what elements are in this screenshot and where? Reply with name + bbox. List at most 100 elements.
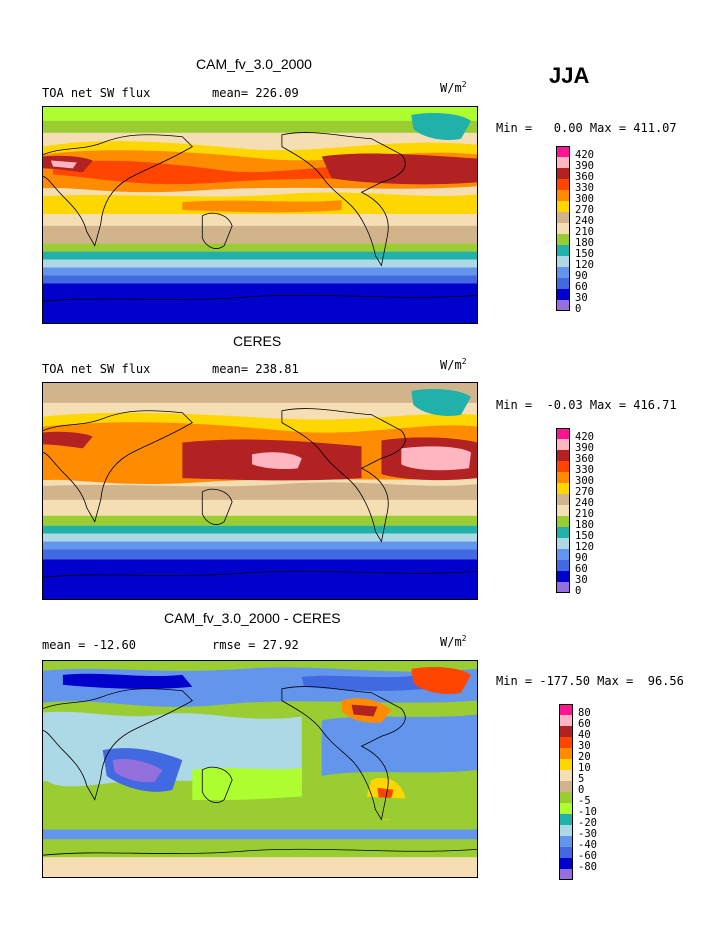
- legend-level-label: 90: [575, 552, 588, 564]
- legend-swatch: [556, 179, 570, 190]
- legend-swatch: [556, 223, 570, 234]
- legend-level-label: 210: [575, 508, 594, 520]
- legend-level-label: 300: [575, 193, 594, 205]
- legend-swatch: [556, 256, 570, 267]
- legend-swatch: [559, 770, 573, 781]
- panel-units-diff: W/m2: [440, 634, 467, 649]
- legend-swatch: [559, 869, 573, 880]
- legend-swatch: [556, 483, 570, 494]
- legend-level-label: 60: [578, 718, 591, 730]
- legend-swatch: [556, 157, 570, 168]
- legend-level-label: 420: [575, 149, 594, 161]
- legend-swatch: [556, 538, 570, 549]
- panel-left-label-obs: TOA net SW flux: [42, 362, 151, 376]
- legend-swatch: [556, 245, 570, 256]
- legend-level-label: 270: [575, 486, 594, 498]
- panel-mean-obs: mean= 238.81: [212, 362, 299, 376]
- legend-swatch: [559, 803, 573, 814]
- legend-level-label: 90: [575, 270, 588, 282]
- legend-swatch: [559, 836, 573, 847]
- legend-level-label: 30: [575, 574, 588, 586]
- legend-level-label: 390: [575, 160, 594, 172]
- legend-level-label: 5: [578, 773, 585, 785]
- legend-swatch: [559, 781, 573, 792]
- legend-level-label: -80: [578, 861, 597, 873]
- panel-left-label-model: TOA net SW flux: [42, 86, 151, 100]
- panel-units-obs: W/m2: [440, 357, 467, 372]
- panel-title-obs: CERES: [233, 333, 282, 349]
- legend-swatch: [556, 212, 570, 223]
- legend-swatch: [556, 450, 570, 461]
- legend-swatch: [556, 146, 570, 157]
- legend-swatch: [556, 549, 570, 560]
- legend-level-label: 180: [575, 237, 594, 249]
- legend-level-label: -60: [578, 850, 597, 862]
- legend-level-label: -5: [578, 795, 591, 807]
- legend-level-label: 240: [575, 497, 594, 509]
- legend-swatch: [556, 289, 570, 300]
- legend-level-label: 420: [575, 431, 594, 443]
- panel-title-model: CAM_fv_3.0_2000: [196, 56, 312, 72]
- season-label: JJA: [549, 63, 590, 88]
- legend-swatch: [556, 527, 570, 538]
- legend-level-label: 150: [575, 248, 594, 260]
- legend-model-labels: 420 390 360 330 300 270 240 210 180 150 120 90 60 30 0: [575, 150, 594, 315]
- legend-swatch: [559, 748, 573, 759]
- map-diff-field: [43, 661, 477, 877]
- legend-swatch: [559, 792, 573, 803]
- map-obs: [42, 382, 478, 600]
- legend-level-label: 40: [578, 729, 591, 741]
- legend-level-label: 0: [575, 303, 582, 315]
- map-model-field: [43, 107, 477, 323]
- legend-swatch: [556, 278, 570, 289]
- panel-rmse-diff: rmse = 27.92: [212, 638, 299, 652]
- legend-level-label: 180: [575, 519, 594, 531]
- legend-level-label: 30: [578, 740, 591, 752]
- legend-diff-colorbar: [559, 704, 573, 880]
- legend-swatch: [556, 560, 570, 571]
- legend-level-label: -40: [578, 839, 597, 851]
- legend-level-label: 270: [575, 204, 594, 216]
- legend-swatch: [556, 582, 570, 593]
- legend-swatch: [559, 704, 573, 715]
- legend-swatch: [556, 300, 570, 311]
- legend-level-label: 150: [575, 530, 594, 542]
- legend-swatch: [556, 505, 570, 516]
- legend-swatch: [556, 168, 570, 179]
- legend-level-label: 30: [575, 292, 588, 304]
- legend-level-label: 120: [575, 541, 594, 553]
- legend-swatch: [556, 201, 570, 212]
- legend-level-label: 390: [575, 442, 594, 454]
- legend-level-label: 300: [575, 475, 594, 487]
- panel-mean-diff: mean = -12.60: [42, 638, 136, 652]
- panel-minmax-model: Min = 0.00 Max = 411.07: [496, 121, 677, 135]
- legend-swatch: [556, 267, 570, 278]
- legend-level-label: -10: [578, 806, 597, 818]
- legend-level-label: 360: [575, 171, 594, 183]
- legend-level-label: 120: [575, 259, 594, 271]
- legend-swatch: [559, 737, 573, 748]
- legend-swatch: [556, 439, 570, 450]
- legend-swatch: [556, 516, 570, 527]
- legend-level-label: 0: [575, 585, 582, 597]
- legend-swatch: [556, 190, 570, 201]
- legend-swatch: [556, 234, 570, 245]
- legend-level-label: 60: [575, 281, 588, 293]
- legend-level-label: 330: [575, 182, 594, 194]
- legend-model-colorbar: [556, 146, 570, 311]
- legend-obs-labels: 420 390 360 330 300 270 240 210 180 150 120 90 60 30 0: [575, 432, 594, 597]
- map-obs-field: [43, 383, 477, 599]
- panel-minmax-obs: Min = -0.03 Max = 416.71: [496, 398, 677, 412]
- legend-level-label: 20: [578, 751, 591, 763]
- panel-mean-model: mean= 226.09: [212, 86, 299, 100]
- legend-level-label: 80: [578, 707, 591, 719]
- legend-diff-labels: 80 60 40 30 20 10 5 0 -5 -10 -20 -30 -40 -60 -80: [578, 708, 597, 873]
- legend-level-label: 210: [575, 226, 594, 238]
- legend-swatch: [556, 571, 570, 582]
- legend-swatch: [556, 472, 570, 483]
- map-model: [42, 106, 478, 324]
- legend-swatch: [559, 759, 573, 770]
- legend-swatch: [556, 494, 570, 505]
- legend-level-label: -30: [578, 828, 597, 840]
- legend-obs-colorbar: [556, 428, 570, 593]
